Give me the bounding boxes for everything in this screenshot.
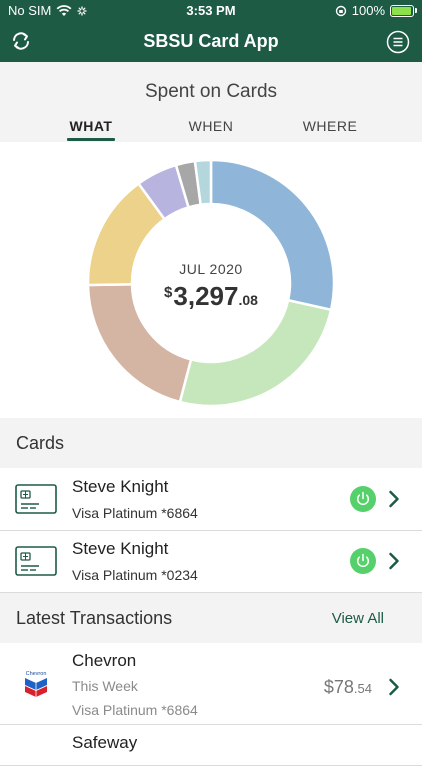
power-icon: [356, 491, 370, 506]
transaction-amount: $78.54: [324, 677, 372, 698]
spend-summary: Spent on Cards WHAT WHEN WHERE: [0, 62, 422, 142]
tab-what[interactable]: WHAT: [41, 118, 141, 141]
loading-spinner-icon: [77, 5, 87, 16]
tab-where-label: WHERE: [302, 118, 358, 134]
card-number: Visa Platinum *6864: [72, 505, 198, 521]
merchant-name: Safeway: [72, 733, 138, 752]
refresh-icon[interactable]: [8, 28, 34, 54]
status-right: 100%: [335, 3, 417, 18]
cardholder-name: Steve Knight: [72, 477, 169, 496]
chevron-logo-text: Chevron: [26, 671, 47, 677]
credit-card-icon: [15, 546, 57, 576]
spent-heading: Spent on Cards: [144, 81, 278, 102]
chart-center-label: JUL 2020 $3,297.08: [0, 261, 422, 312]
amount-whole: $78: [323, 677, 354, 697]
donut-slice-2[interactable]: [178, 298, 333, 408]
card-row[interactable]: Steve Knight Visa Platinum *0234: [0, 531, 422, 593]
chevron-right-icon[interactable]: [388, 551, 400, 571]
total-currency: $: [164, 284, 173, 301]
card-power-toggle[interactable]: [350, 548, 376, 574]
card-power-toggle[interactable]: [350, 486, 376, 512]
battery-icon: [390, 4, 417, 17]
cards-section-header: Cards: [0, 418, 422, 468]
transactions-section-header: Latest Transactions View All: [0, 593, 422, 643]
chevron-right-icon[interactable]: [388, 489, 400, 509]
amount-cents: .54: [353, 681, 372, 696]
status-bar: No SIM 3:53 PM 100%: [0, 0, 422, 22]
transaction-row[interactable]: Chevron Chevron This Week Visa Platinum …: [0, 643, 422, 725]
total-cents: .08: [238, 292, 258, 308]
card-row[interactable]: Steve Knight Visa Platinum *6864: [0, 469, 422, 531]
tab-active-underline: [67, 138, 115, 141]
tab-when-label: WHEN: [188, 118, 234, 134]
credit-card-icon: [15, 484, 57, 514]
app-header: SBSU Card App: [0, 22, 422, 62]
power-icon: [356, 553, 370, 568]
status-left: No SIM: [8, 3, 87, 18]
orientation-lock-icon: [335, 5, 346, 16]
app-title: SBSU Card App: [143, 31, 279, 51]
transaction-card: Visa Platinum *6864: [72, 702, 198, 718]
view-tabs: WHAT WHEN WHERE: [0, 118, 422, 142]
battery-percent: 100%: [351, 3, 385, 18]
donut-svg: [86, 158, 336, 408]
chart-total-amount: $3,297.08: [0, 281, 422, 312]
transaction-date: This Week: [72, 678, 138, 694]
tab-when[interactable]: WHEN: [161, 118, 261, 134]
chevron-right-icon[interactable]: [388, 677, 400, 697]
transaction-row[interactable]: Safeway: [0, 725, 422, 766]
spending-donut-chart: JUL 2020 $3,297.08: [0, 142, 422, 418]
tab-what-label: WHAT: [69, 118, 113, 134]
cards-heading: Cards: [16, 433, 65, 453]
menu-icon[interactable]: [386, 30, 410, 54]
chevron-logo-icon: Chevron: [25, 671, 47, 697]
chart-month: JUL 2020: [179, 261, 243, 277]
cardholder-name: Steve Knight: [72, 539, 169, 558]
status-time: 3:53 PM: [186, 3, 236, 18]
merchant-name: Chevron: [72, 651, 137, 670]
view-all-link[interactable]: View All: [331, 610, 384, 627]
card-number: Visa Platinum *0234: [72, 567, 198, 583]
transactions-heading: Latest Transactions: [16, 608, 173, 628]
total-whole: 3,297: [173, 281, 239, 311]
tab-where[interactable]: WHERE: [280, 118, 380, 134]
carrier-label: No SIM: [8, 3, 52, 18]
donut-slice-7[interactable]: [193, 158, 213, 207]
wifi-icon: [56, 4, 72, 16]
